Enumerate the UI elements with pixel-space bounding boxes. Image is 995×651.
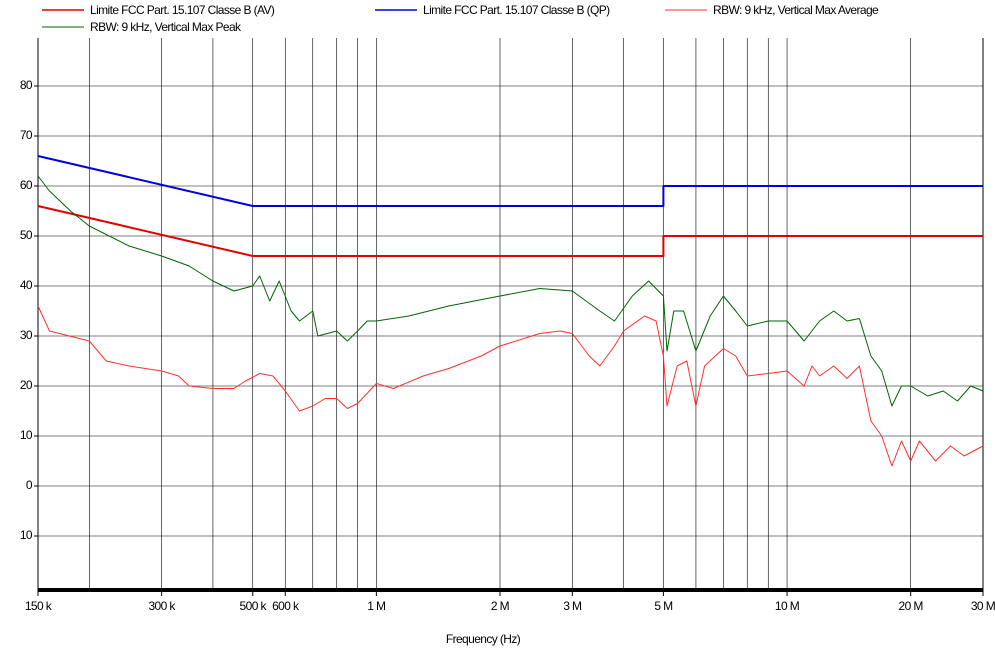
series-line — [37, 175, 984, 407]
series-line — [37, 155, 983, 207]
x-tick-label: 30 M — [971, 599, 995, 613]
y-tick-label: 30 — [20, 328, 33, 342]
plot-area — [38, 38, 983, 591]
y-tick-label: 10 — [20, 428, 33, 442]
x-tick-label: 20 M — [899, 599, 924, 613]
y-tick-label: 70 — [20, 128, 33, 142]
legend-label: Limite FCC Part. 15.107 Classe B (AV) — [90, 3, 275, 17]
legend-label: Limite FCC Part. 15.107 Classe B (QP) — [423, 3, 610, 17]
legend-label: RBW: 9 kHz, Vertical Max Peak — [90, 20, 242, 34]
x-tick-label: 1 M — [367, 599, 386, 613]
x-tick-label: 500 k — [240, 599, 268, 613]
x-tick-label: 2 M — [491, 599, 510, 613]
y-tick-label: 0 — [26, 478, 33, 492]
x-tick-label: 10 M — [775, 599, 800, 613]
y-tick-label: 60 — [20, 178, 33, 192]
series-line — [37, 205, 983, 257]
x-tick-label: 300 k — [148, 599, 176, 613]
y-tick-label: 20 — [20, 378, 33, 392]
x-tick-label: 3 M — [563, 599, 582, 613]
y-tick-label: 50 — [20, 228, 33, 242]
x-tick-label: 600 k — [272, 599, 300, 613]
y-tick-label: 10 — [20, 528, 33, 542]
y-tick-label: 40 — [20, 278, 33, 292]
x-tick-label: 150 k — [25, 599, 53, 613]
x-tick-label: 5 M — [654, 599, 673, 613]
legend-label: RBW: 9 kHz, Vertical Max Average — [713, 3, 879, 17]
y-tick-label: 80 — [20, 78, 33, 92]
series-line — [37, 305, 984, 467]
x-axis-title: Frequency (Hz) — [446, 632, 521, 646]
